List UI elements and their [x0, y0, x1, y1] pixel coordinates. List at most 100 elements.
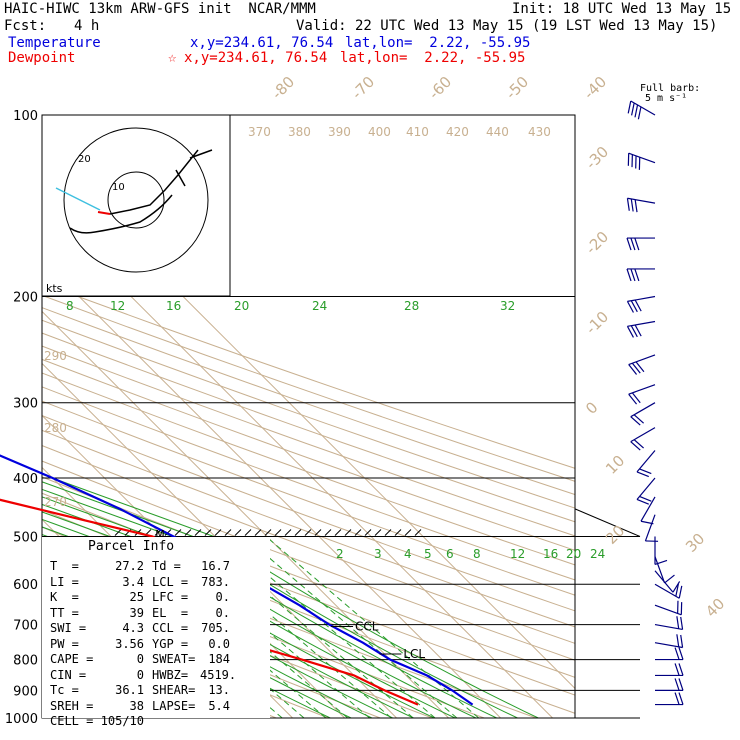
- wind-barb: [630, 402, 656, 418]
- dewpoint-legend-label: Dewpoint: [8, 50, 76, 66]
- wind-barb-feather: [637, 106, 642, 120]
- wind-barb-feather: [627, 100, 632, 114]
- pressure-tick-label: 800: [13, 654, 38, 669]
- parcel-param-label: HWBZ=: [152, 667, 189, 682]
- parcel-param-value: 105/10: [100, 714, 144, 728]
- dry-adiabat-line: [42, 580, 382, 718]
- hatch-mark: [304, 529, 312, 536]
- hatch-mark: [234, 529, 242, 536]
- wind-barb-feather: [628, 393, 638, 405]
- skew-temp-label: -10: [582, 308, 612, 338]
- parcel-param-label: TT =: [50, 605, 79, 620]
- wind-barb-feather: [676, 616, 680, 629]
- theta-label: 420: [446, 125, 469, 139]
- hatch-mark: [334, 529, 342, 536]
- skew-temp-label: 40: [702, 595, 728, 621]
- mixing-ratio-label-upper: 24: [312, 299, 327, 313]
- wind-barb-feather: [630, 416, 641, 426]
- wind-barb-feather: [630, 300, 638, 313]
- wind-barb: [636, 477, 656, 500]
- mixing-ratio-line: [243, 536, 458, 718]
- mixing-ratio-label-lower: 20: [566, 547, 581, 561]
- parcel-param-value: 184: [208, 652, 230, 666]
- parcel-param-value: 0: [136, 652, 144, 666]
- wind-barb-feather: [636, 498, 649, 505]
- parcel-param-label: LCL =: [152, 574, 189, 589]
- wind-barb-feather: [680, 616, 684, 630]
- pressure-tick-label: 600: [13, 578, 38, 593]
- wind-barb: [636, 450, 656, 473]
- parcel-param-label: CCL =: [152, 621, 189, 635]
- dry-adiabat-line: [42, 429, 575, 628]
- wind-barb: [628, 354, 656, 366]
- wind-barb-feather: [678, 647, 684, 660]
- dry-adiabat-line: [42, 460, 575, 661]
- parcel-param-value: 3.4: [122, 574, 144, 589]
- wind-barb: [654, 570, 674, 593]
- moist-adiabat-line: [42, 473, 540, 718]
- skew-temp-label: -60: [425, 73, 455, 103]
- hatch-mark: [404, 529, 412, 536]
- pressure-tick-label: 700: [13, 619, 38, 634]
- hatch-mark: [284, 529, 292, 536]
- wind-barb-feather: [674, 647, 680, 660]
- parcel-param-label: EL =: [152, 605, 189, 620]
- theta-label: 380: [288, 125, 311, 139]
- frame-diagonal: [574, 508, 641, 537]
- wind-barb-feather: [631, 392, 641, 404]
- wind-barb-feather: [674, 692, 680, 705]
- wind-barb-feather: [676, 634, 680, 647]
- mixing-ratio-label-upper: 8: [66, 299, 74, 313]
- hodograph-trace: [109, 149, 213, 215]
- hatch-mark: [374, 529, 382, 536]
- plot-frame: [41, 114, 576, 719]
- hodograph-ring-inner: [107, 171, 165, 229]
- theta-label: 290: [44, 349, 67, 363]
- wind-barb-feather: [635, 361, 645, 373]
- wind-barb: [630, 427, 656, 443]
- hatch-mark: [184, 529, 192, 536]
- parcel-param-value: 783.: [201, 574, 230, 589]
- parcel-param-label: SREH =: [50, 698, 94, 713]
- hatch-mark: [314, 529, 322, 536]
- skew-temp-label: -70: [348, 73, 378, 103]
- wind-barb-feather: [626, 198, 630, 211]
- parcel-param-value: 36.1: [115, 683, 144, 697]
- parcel-param-label: CIN =: [50, 667, 87, 682]
- wind-barb: [654, 604, 682, 616]
- barb-legend-line1: Full barb:: [640, 83, 701, 94]
- parcel-param-value: 4.3: [122, 621, 144, 635]
- parcel-param-value: 13.: [208, 683, 230, 697]
- wind-barb-feather: [630, 268, 636, 282]
- temperature-xy: x,y=234.61, 76.54: [190, 35, 334, 51]
- wind-barb: [644, 514, 656, 542]
- pressure-tick-label: 300: [13, 397, 38, 412]
- hodograph-low-segment: [55, 187, 101, 211]
- parcel-param-label: SWI =: [50, 621, 87, 635]
- barb-legend-line2: 5 m s⁻¹: [645, 93, 688, 104]
- skew-temp-label: -80: [268, 73, 298, 103]
- pressure-tick-label: 500: [13, 530, 38, 545]
- parcel-param-value: 39: [129, 605, 144, 620]
- parcel-param-value: 0.: [215, 605, 230, 620]
- mixing-ratio-label-lower: 3: [374, 547, 382, 561]
- dry-adiabat-line: [42, 282, 575, 469]
- theta-label: 390: [328, 125, 351, 139]
- hodograph-ring-label-inner: 10: [112, 182, 125, 193]
- melting-level-marker: M: [155, 528, 165, 541]
- dry-adiabat-line: [42, 445, 575, 644]
- theta-label: 400: [368, 125, 391, 139]
- fcst-value: 4 h: [74, 18, 100, 34]
- hatch-mark: [114, 529, 122, 536]
- wind-barb: [628, 152, 656, 164]
- mixing-ratio-label-lower: 4: [404, 547, 412, 561]
- hatch-mark: [224, 529, 232, 536]
- mixing-ratio-label-lower: 6: [446, 547, 454, 561]
- wind-barb: [654, 642, 683, 649]
- parcel-info-title: Parcel Info: [88, 539, 175, 554]
- parcel-param-label: SWEAT=: [152, 652, 196, 666]
- fcst-label: Fcst:: [4, 18, 47, 34]
- hatch-mark: [194, 529, 202, 536]
- mixing-ratio-line: [265, 536, 480, 718]
- parcel-param-value: 16.7: [201, 559, 230, 573]
